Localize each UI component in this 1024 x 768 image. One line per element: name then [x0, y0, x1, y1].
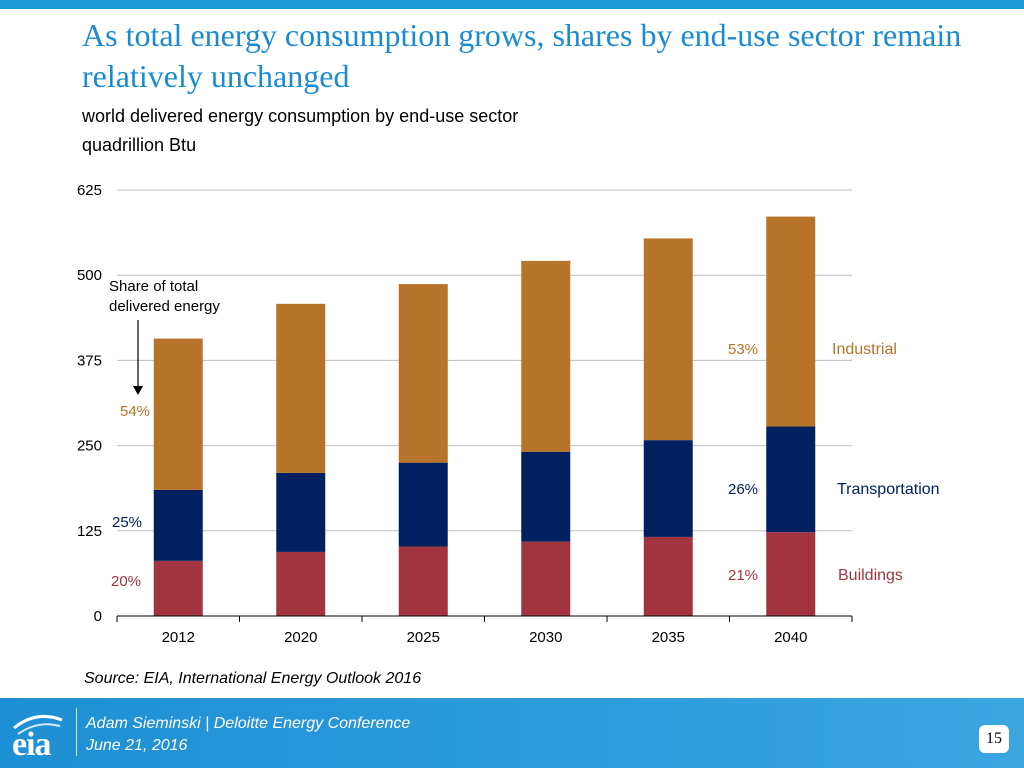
- bar-industrial-2012: [153, 338, 203, 490]
- share-annotation-line2: delivered energy: [109, 298, 220, 315]
- y-tick-label: 125: [77, 523, 102, 540]
- share-2040-transportation: 26%: [728, 481, 758, 498]
- eia-logo-swoosh-icon: [13, 714, 63, 735]
- footer-bar: eia Adam Sieminski | Deloitte Energy Con…: [0, 698, 1024, 768]
- x-tick-label: 2030: [529, 629, 562, 646]
- x-tick-label: 2012: [162, 629, 195, 646]
- x-tick-label: 2035: [652, 629, 685, 646]
- bar-industrial-2025: [398, 284, 448, 463]
- bar-transportation-2035: [643, 440, 693, 537]
- share-2012-buildings: 20%: [111, 573, 141, 590]
- bar-buildings-2012: [153, 560, 203, 616]
- bar-transportation-2040: [766, 426, 816, 533]
- legend-transportation: Transportation: [837, 481, 940, 498]
- share-annotation-line1: Share of total: [109, 278, 198, 295]
- bar-buildings-2040: [766, 532, 816, 616]
- chart-subtitle: world delivered energy consumption by en…: [82, 106, 519, 126]
- bar-industrial-2020: [276, 303, 326, 473]
- bar-industrial-2040: [766, 216, 816, 427]
- bar-transportation-2012: [153, 489, 203, 561]
- y-tick-label: 250: [77, 438, 102, 455]
- bar-buildings-2035: [643, 536, 693, 616]
- legend-industrial: Industrial: [832, 341, 897, 358]
- chart-unit: quadrillion Btu: [82, 135, 197, 155]
- footer-divider: [76, 708, 77, 756]
- legend-buildings: Buildings: [838, 567, 903, 584]
- x-tick-label: 2040: [774, 629, 807, 646]
- bar-transportation-2020: [276, 472, 326, 552]
- share-arrow-head: [133, 386, 143, 395]
- share-2040-buildings: 21%: [728, 567, 758, 584]
- share-2040-industrial: 53%: [728, 341, 758, 358]
- share-2012-industrial: 54%: [120, 403, 150, 420]
- top-accent-bar: [0, 0, 1024, 9]
- source-note: Source: EIA, International Energy Outloo…: [84, 670, 422, 687]
- share-2012-transportation: 25%: [112, 514, 142, 531]
- footer-date: June 21, 2016: [86, 737, 188, 754]
- x-tick-label: 2025: [407, 629, 440, 646]
- y-tick-label: 500: [77, 267, 102, 284]
- y-tick-label: 0: [94, 608, 102, 625]
- bar-transportation-2030: [521, 451, 571, 542]
- y-tick-label: 375: [77, 352, 102, 369]
- eia-logo-text: eia: [12, 726, 52, 763]
- bar-buildings-2020: [276, 551, 326, 616]
- x-tick-label: 2020: [284, 629, 317, 646]
- bar-transportation-2025: [398, 462, 448, 547]
- stacked-bar-chart: 0 125 250 375 500 625 2012 2020 2025 2030 2035 2040…: [77, 182, 940, 646]
- bar-buildings-2025: [398, 546, 448, 616]
- footer-presenter: Adam Sieminski | Deloitte Energy Confere…: [86, 715, 411, 732]
- eia-logo: eia: [8, 708, 68, 763]
- bar-buildings-2030: [521, 541, 571, 616]
- page-title: As total energy consumption grows, share…: [82, 17, 962, 94]
- bar-industrial-2030: [521, 260, 571, 452]
- y-tick-label: 625: [77, 182, 102, 199]
- page-number: 15: [979, 725, 1009, 753]
- bar-industrial-2035: [643, 238, 693, 441]
